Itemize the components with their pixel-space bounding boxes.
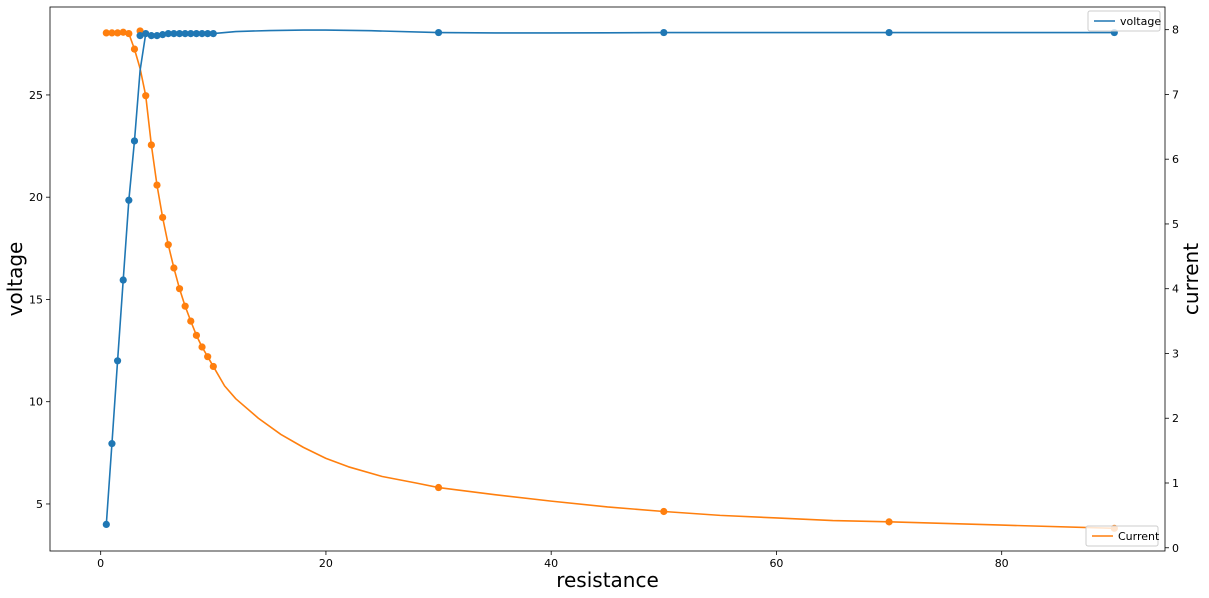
data-point-voltage [187,29,195,38]
y-left-tick-label: 15 [29,293,43,306]
data-point-current [660,507,668,516]
data-point-current [198,343,206,351]
data-point-voltage [885,28,893,37]
data-point-current [209,362,217,371]
data-point-current [204,353,212,361]
data-point-voltage [175,29,184,38]
data-point-voltage [181,29,189,38]
y-left-axis-title: voltage [3,242,27,317]
series-line-current [106,31,1115,530]
data-point-current [175,285,184,293]
y-right-tick-label: 5 [1172,218,1179,231]
y-right-tick-label: 0 [1172,542,1179,555]
y-left-tick-label: 25 [29,89,43,102]
data-point-current [108,29,116,37]
data-point-voltage [102,520,110,529]
y-right-tick-label: 2 [1172,412,1179,425]
legend-voltage-label: voltage [1120,15,1161,28]
data-point-current [170,264,178,272]
data-point-voltage [119,276,127,284]
data-point-current [113,29,122,37]
data-point-voltage [164,29,172,38]
data-point-current [102,29,110,37]
data-point-voltage [434,28,443,37]
data-point-voltage [142,29,150,38]
data-point-current [885,518,893,526]
axes-layer: 0 20 40 60 80 5 10 15 20 25 0 1 2 3 4 5 6 7 8 [29,24,1179,570]
y-left-tick-label: 20 [29,191,43,204]
x-tick-label: 60 [769,557,783,570]
data-point-current [130,45,139,53]
data-point-current [159,213,167,222]
data-point-current [142,92,150,100]
data-point-voltage [136,32,144,40]
y-right-tick-label: 4 [1172,283,1179,296]
data-point-voltage [113,357,122,365]
data-point-voltage [209,29,217,38]
data-point-voltage [108,440,116,448]
plot-frame [49,6,1166,552]
y-right-tick-label: 1 [1172,477,1179,490]
data-point-current [187,317,195,325]
data-point-current [153,181,161,189]
data-point-current [119,28,127,36]
data-point-voltage [159,31,167,39]
series-layer [102,27,1118,532]
data-point-voltage [170,29,178,38]
data-point-voltage [198,29,206,38]
y-right-axis-title: current [1179,243,1203,315]
legend-voltage-box [1087,10,1161,32]
legend-current: Current [1085,525,1160,547]
data-point-current [181,302,189,310]
data-point-voltage [660,28,668,37]
x-tick-label: 20 [319,557,333,570]
data-point-current [192,331,201,339]
y-right-tick-label: 8 [1172,24,1179,37]
x-tick-label: 0 [97,557,104,570]
data-point-voltage [204,29,212,38]
data-point-current [164,241,172,249]
legend-current-label: Current [1118,530,1160,543]
y-right-tick-label: 6 [1172,153,1179,166]
y-left-tick-label: 10 [29,396,43,409]
y-right-tick-label: 7 [1172,88,1179,101]
y-right-tick-label: 3 [1172,347,1179,360]
legend-voltage: voltage [1087,10,1161,32]
data-point-voltage [153,32,161,40]
data-point-current [125,29,133,38]
y-left-tick-label: 5 [36,498,43,511]
x-axis-title: resistance [556,568,659,592]
data-point-current [434,483,443,492]
data-point-voltage [192,29,201,38]
data-point-current [147,141,155,149]
data-point-voltage [147,32,155,40]
data-point-voltage [130,137,139,145]
x-tick-label: 80 [995,557,1009,570]
x-tick-label: 40 [544,557,558,570]
legend-current-box [1085,525,1159,547]
data-point-voltage [125,196,133,204]
